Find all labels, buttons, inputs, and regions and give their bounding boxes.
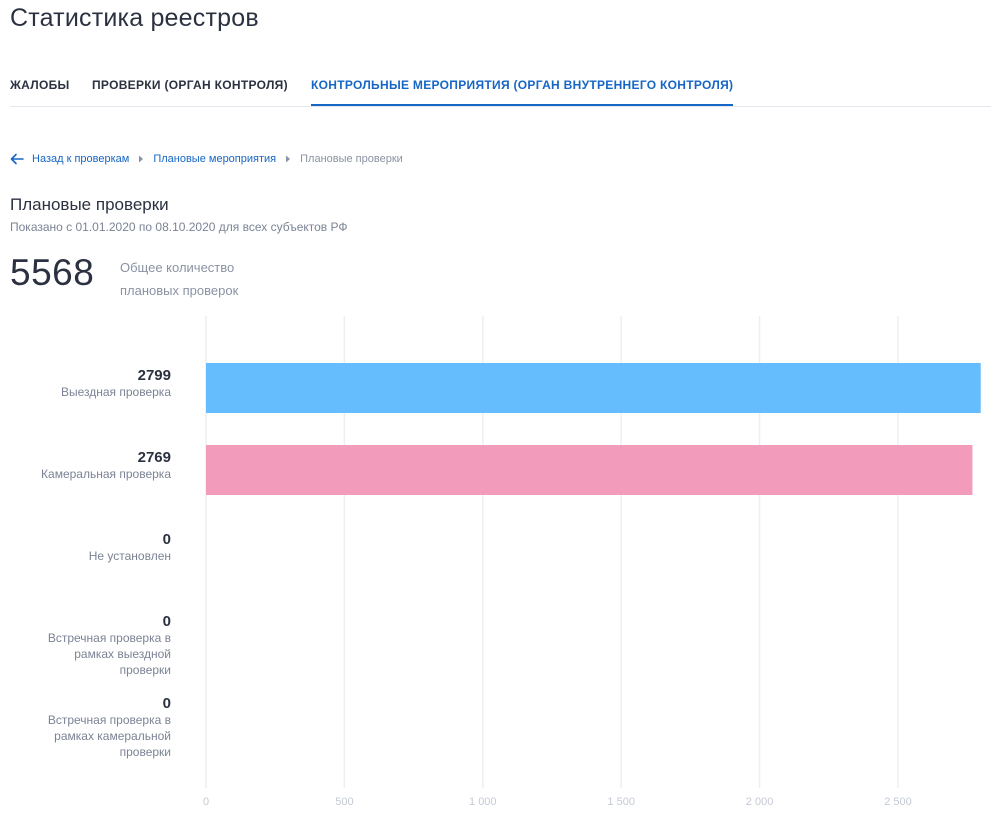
breadcrumb-parent-link[interactable]: Плановые мероприятия [153, 153, 277, 165]
category-label: Встречная проверка в [48, 713, 171, 727]
bar [206, 363, 981, 413]
tab-control-events[interactable]: КОНТРОЛЬНЫЕ МЕРОПРИЯТИЯ (ОРГАН ВНУТРЕННЕ… [311, 78, 734, 106]
section-title: Плановые проверки [10, 195, 169, 214]
bar-value-label: 0 [163, 531, 171, 548]
tab-inspections[interactable]: ПРОВЕРКИ (ОРГАН КОНТРОЛЯ) [92, 78, 288, 92]
category-label: Не установлен [89, 549, 171, 563]
tab-complaints[interactable]: ЖАЛОБЫ [10, 78, 70, 92]
x-tick-label: 500 [335, 796, 353, 808]
category-label: Выездная проверка [61, 385, 171, 399]
tab-bar: ЖАЛОБЫ ПРОВЕРКИ (ОРГАН КОНТРОЛЯ) КОНТРОЛ… [10, 70, 991, 107]
page-title: Статистика реестров [10, 4, 259, 32]
category-label: Камеральная проверка [41, 467, 171, 481]
section-subtitle: Показано с 01.01.2020 по 08.10.2020 для … [10, 220, 348, 234]
x-tick-label: 1 000 [469, 796, 497, 808]
bar-value-label: 0 [163, 695, 171, 712]
category-label: рамках выездной [74, 647, 171, 661]
bar-value-label: 0 [163, 613, 171, 630]
caret-right-icon [286, 155, 291, 163]
category-label: рамках камеральной [54, 729, 171, 743]
x-tick-label: 0 [203, 796, 209, 808]
category-label: проверки [120, 663, 171, 677]
total-count-label: Общее количество плановых проверок [120, 260, 239, 298]
category-label: проверки [120, 745, 171, 759]
breadcrumb: Назад к проверкам Плановые мероприятия П… [10, 151, 403, 167]
bar [206, 445, 973, 495]
breadcrumb-back-link[interactable]: Назад к проверкам [32, 153, 130, 165]
category-label: Встречная проверка в [48, 631, 171, 645]
caret-right-icon [139, 155, 144, 163]
bar-value-label: 2769 [138, 449, 171, 466]
total-count: 5568 [10, 252, 95, 293]
x-tick-label: 2 000 [746, 796, 774, 808]
breadcrumb-current: Плановые проверки [300, 153, 403, 165]
x-tick-label: 2 500 [884, 796, 912, 808]
x-tick-label: 1 500 [607, 796, 635, 808]
bar-value-label: 2799 [138, 367, 171, 384]
arrow-left-icon[interactable] [10, 153, 24, 165]
